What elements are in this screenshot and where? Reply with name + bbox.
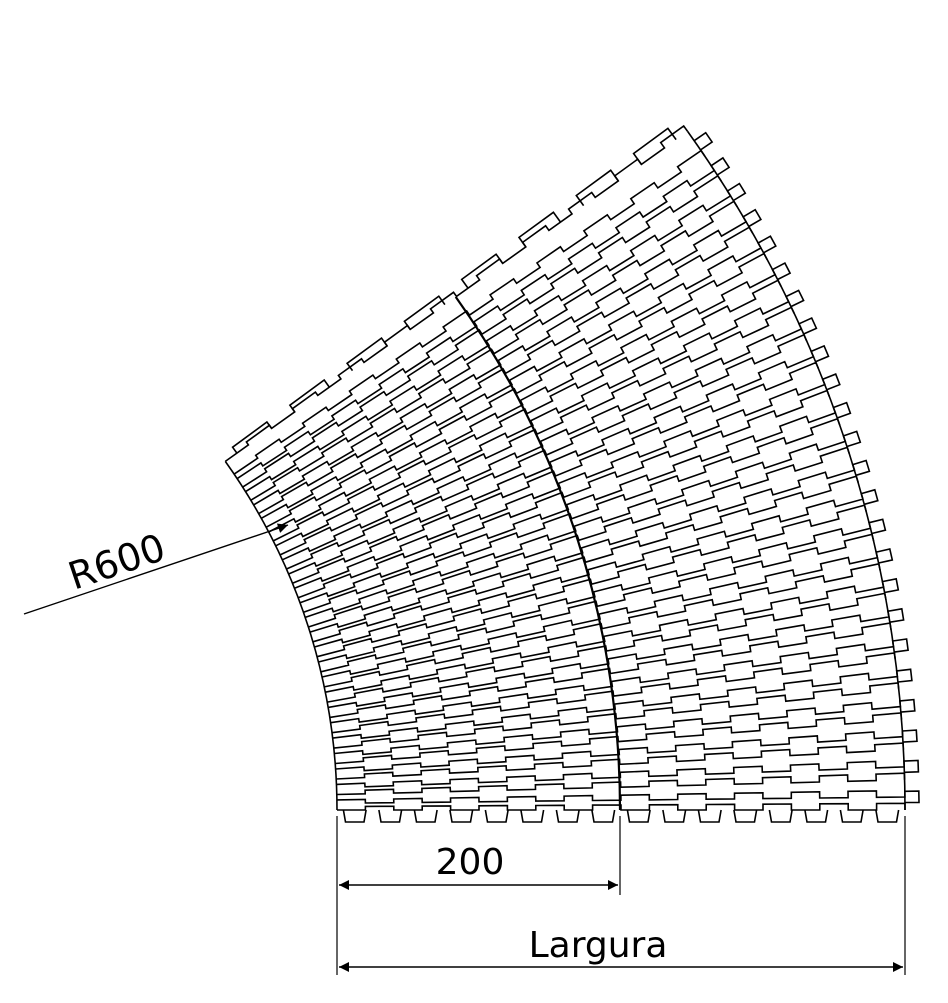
belt-row-link [299,406,837,604]
radius-leader-line [23,523,289,615]
belt-side-tab [742,208,762,228]
belt-side-tab [899,698,916,713]
belt-side-tab [882,577,900,594]
belt-row-link [318,521,872,663]
belt-row-hinge [272,279,782,542]
belt-side-tab [710,156,731,176]
belt-side-tab [868,518,887,535]
belt-row-link [260,241,762,519]
belt-side-tab [887,607,905,623]
belt-side-tab [861,488,879,506]
belt-side-tab [727,182,747,202]
belt-side-tab [772,262,792,281]
belt-side-tab [785,289,805,308]
belt-side-tab [810,344,830,363]
belt-inner-edge [224,460,338,811]
belt-row-hinge [297,389,831,599]
belt-row-link [268,268,777,533]
belt-row-hinge [250,200,738,501]
belt-side-tab [798,316,818,335]
belt-side-tab [902,729,918,743]
belt-side-tab [892,638,909,653]
belt-row-hinge [316,504,867,658]
belt-row-link [325,580,885,693]
belt-row-link [328,610,890,709]
belt-side-tab [904,790,920,804]
belt-side-tab [903,759,920,774]
center-guide-line [454,296,622,811]
belt-row-link [314,492,864,648]
belt-side-tab [693,131,714,151]
belt-side-tab [896,668,913,683]
radius-label: R600 [63,525,171,598]
dim-200-label: 200 [436,842,505,883]
belt-side-tab [757,235,777,254]
belt-side-tab [852,459,871,477]
belt-top-teeth [231,127,677,454]
belt-row-hinge [242,174,723,488]
belt-row-hinge [331,652,897,734]
belt-bottom-teeth [342,809,900,823]
belt-side-tab [843,430,862,448]
belt-row-hinge [258,226,754,515]
dim-width-label: Largura [529,925,668,966]
belt-row-hinge [279,306,795,556]
belt-side-tab [822,373,841,391]
belt-side-tab [833,401,852,419]
belt-row-link [294,378,826,590]
belt-modules [224,124,920,823]
belt-row-link [321,551,879,678]
belt-row-link [236,164,716,480]
belt-side-tab [876,548,894,564]
